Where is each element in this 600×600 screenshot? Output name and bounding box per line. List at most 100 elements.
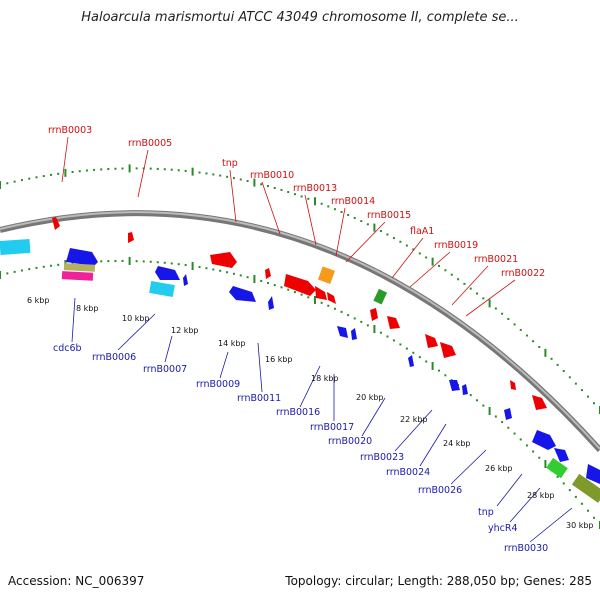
gene-feature[interactable] [462, 384, 468, 395]
gene-feature[interactable] [425, 334, 438, 348]
gene-label[interactable]: rrnB0003 [48, 125, 92, 136]
gene-feature[interactable] [155, 266, 180, 280]
gene-feature[interactable] [586, 464, 600, 484]
tick-mark [273, 186, 276, 189]
gene-feature[interactable] [373, 288, 388, 305]
tick-mark [314, 296, 316, 304]
gene-feature[interactable] [183, 274, 188, 286]
gene-feature[interactable] [268, 296, 274, 310]
gene-label[interactable]: flaA1 [410, 226, 434, 237]
tick-mark [437, 264, 440, 267]
tick-mark [57, 172, 60, 175]
gene-feature[interactable] [532, 395, 547, 410]
gene-label[interactable]: rrnB0009 [196, 379, 240, 390]
tick-mark [128, 257, 131, 265]
gene-label[interactable]: yhcR4 [488, 523, 518, 534]
gene-feature[interactable] [0, 238, 31, 256]
gene-feature[interactable] [408, 355, 414, 367]
gene-feature[interactable] [315, 286, 327, 300]
gene-feature[interactable] [440, 342, 456, 358]
gene-feature[interactable] [210, 252, 237, 268]
gene-label[interactable]: rrnB0026 [418, 485, 462, 496]
gene-label[interactable]: rrnB0030 [504, 543, 548, 554]
tick-mark [425, 256, 428, 259]
gene-feature[interactable] [510, 380, 516, 390]
tick-mark [501, 312, 504, 315]
tick-mark [544, 460, 547, 468]
tick-mark [28, 177, 31, 180]
gene-label[interactable]: rrnB0020 [328, 436, 372, 447]
gene-label[interactable]: rrnB0014 [331, 196, 375, 207]
tick-mark [574, 495, 577, 498]
tick-mark [0, 181, 1, 189]
map-title: Haloarcula marismortui ATCC 43049 chromo… [81, 10, 519, 25]
tick-mark [128, 164, 131, 173]
leader-line [465, 279, 516, 317]
gene-label[interactable]: rrnB0023 [360, 452, 404, 463]
gene-label[interactable]: rrnB0015 [367, 210, 411, 221]
tick-mark [586, 509, 589, 512]
gene-label[interactable]: cdc6b [53, 343, 82, 354]
gene-label[interactable]: rrnB0021 [474, 254, 518, 265]
tick-mark [494, 415, 497, 418]
tick-mark [544, 348, 547, 357]
kbp-label: 16 kbp [265, 355, 293, 364]
gene-feature[interactable] [63, 263, 96, 272]
kbp-label: 22 kbp [400, 415, 428, 424]
gene-feature[interactable] [52, 217, 60, 230]
gene-label[interactable]: tnp [478, 507, 494, 518]
gene-label[interactable]: rrnB0006 [92, 352, 136, 363]
gene-feature[interactable] [370, 308, 378, 321]
gene-feature[interactable] [327, 292, 336, 304]
tick-mark [170, 168, 173, 171]
gene-feature[interactable] [546, 457, 568, 479]
gene-label[interactable]: rrnB0017 [310, 422, 354, 433]
tick-mark [562, 482, 565, 485]
gene-feature[interactable] [449, 380, 460, 391]
gene-feature[interactable] [229, 286, 256, 302]
gene-label[interactable]: rrnB0010 [250, 170, 294, 181]
tick-mark [501, 421, 504, 424]
gene-label[interactable]: rrnB0024 [386, 467, 430, 478]
gene-feature[interactable] [128, 232, 134, 243]
tick-mark [177, 263, 180, 266]
gene-feature[interactable] [66, 248, 98, 266]
gene-label[interactable]: rrnB0007 [143, 364, 187, 375]
gene-feature[interactable] [387, 316, 400, 329]
tick-mark [437, 369, 440, 372]
gene-feature[interactable] [337, 326, 348, 338]
gene-feature[interactable] [61, 271, 94, 281]
tick-mark [239, 178, 242, 181]
tick-mark [444, 269, 447, 272]
tick-mark [320, 202, 323, 205]
tick-mark [260, 279, 263, 282]
gene-label[interactable]: tnp [222, 158, 238, 169]
gene-feature[interactable] [265, 268, 271, 279]
gene-feature[interactable] [149, 281, 175, 297]
gene-label[interactable]: rrnB0022 [501, 268, 545, 279]
gene-feature[interactable] [571, 473, 600, 503]
gene-feature[interactable] [504, 408, 512, 420]
tick-mark [42, 175, 45, 178]
tick-mark [412, 248, 415, 251]
tick-mark [431, 362, 434, 370]
gene-label[interactable]: rrnB0019 [434, 240, 478, 251]
tick-mark [513, 432, 516, 435]
gene-label[interactable]: rrnB0011 [237, 393, 281, 404]
tick-mark [142, 260, 145, 263]
gene-label[interactable]: rrnB0005 [128, 138, 172, 149]
gene-features [0, 217, 600, 503]
gene-label[interactable]: rrnB0016 [276, 407, 320, 418]
gene-feature[interactable] [554, 448, 569, 462]
tick-mark [114, 167, 117, 170]
tick-mark [538, 345, 541, 348]
gene-feature[interactable] [317, 266, 335, 284]
tick-mark [212, 173, 215, 176]
gene-label[interactable]: rrnB0013 [293, 183, 337, 194]
gene-feature[interactable] [532, 430, 556, 450]
leader-line [61, 136, 69, 183]
tick-mark [488, 407, 491, 415]
gene-feature[interactable] [284, 274, 316, 296]
gene-feature[interactable] [351, 328, 357, 340]
